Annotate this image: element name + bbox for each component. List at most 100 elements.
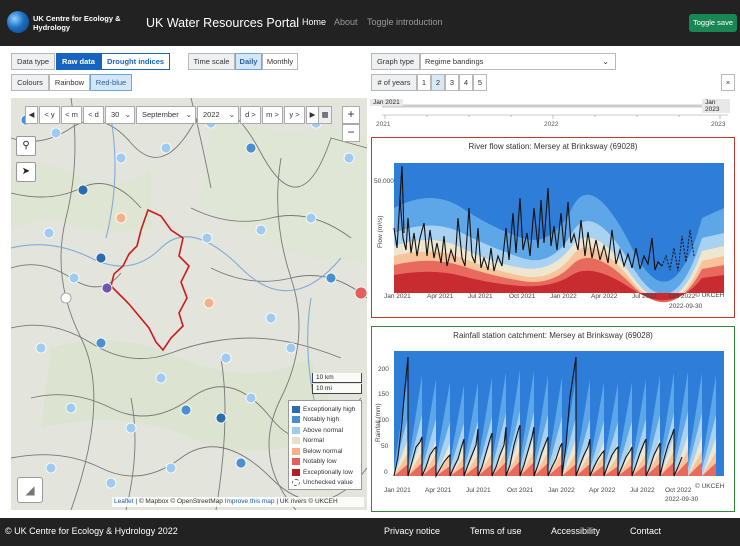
fwd-day-button[interactable]: d >: [240, 106, 261, 124]
legend-label: Normal: [303, 437, 324, 445]
rainbow-button[interactable]: Rainbow: [49, 74, 90, 91]
day-select[interactable]: 30 ⌄: [105, 106, 135, 124]
slider-start-label[interactable]: Jan 2021: [370, 99, 403, 106]
y-axis-label: Rainfall (mm): [375, 403, 382, 442]
years-option-4[interactable]: 4: [459, 74, 473, 91]
footer-link-accessibility[interactable]: Accessibility: [551, 526, 601, 536]
years-option-1[interactable]: 1: [417, 74, 431, 91]
slider-end-label[interactable]: Jan 2023: [702, 99, 730, 113]
ukceh-logo-icon[interactable]: [7, 11, 29, 33]
years-option-5[interactable]: 5: [473, 74, 487, 91]
legend-label: Unchecked value: [303, 479, 353, 487]
daily-button[interactable]: Daily: [235, 53, 262, 70]
footer-copyright: © UK Centre for Ecology & Hydrology 2022: [5, 526, 178, 536]
logo-text[interactable]: UK Centre for Ecology & Hydrology: [33, 14, 121, 32]
map-legend: Exceptionally high Notably high Above no…: [288, 400, 362, 490]
back-day-button[interactable]: < d: [83, 106, 104, 124]
footer-link-terms[interactable]: Terms of use: [470, 526, 522, 536]
legend-swatch: [292, 458, 300, 466]
nav-about[interactable]: About: [334, 17, 358, 27]
back-month-button[interactable]: < m: [61, 106, 82, 124]
nav-home[interactable]: Home: [302, 17, 327, 27]
chevron-down-icon: ⌄: [124, 110, 131, 119]
rain-chart-plot[interactable]: 0 50 100 150 200 Rainfall (mm) Jan 2021 …: [372, 327, 734, 511]
locate-icon[interactable]: ➤: [16, 162, 36, 182]
nav-toggle-introduction[interactable]: Toggle introduction: [367, 17, 443, 27]
red-blue-button[interactable]: Red-blue: [90, 74, 132, 91]
x-tick: Apr 2021: [427, 293, 454, 300]
drought-indices-button[interactable]: Drought indices: [101, 53, 170, 70]
back-year-button[interactable]: < y: [39, 106, 60, 124]
data-type-label: Data type: [11, 53, 55, 70]
x-tick: Jan 2021: [384, 293, 411, 300]
month-select[interactable]: September ⌄: [136, 106, 196, 124]
leaflet-link[interactable]: Leaflet: [114, 498, 134, 505]
legend-swatch: [292, 405, 300, 413]
scale-bar-mi: 10 mi: [312, 384, 362, 394]
x-tick: Jul 2022: [632, 293, 657, 300]
time-scale-label: Time scale: [188, 53, 235, 70]
graph-type-select[interactable]: Regime bandings ⌄: [420, 53, 616, 70]
toggle-save-button[interactable]: Toggle save: [689, 14, 737, 32]
slider-tick: 2022: [544, 121, 559, 128]
legend-label: Notably low: [303, 458, 337, 466]
legend-swatch: [292, 479, 300, 487]
slider-tick: 2023: [711, 121, 726, 128]
rainfall-chart: Rainfall station catchment: Mersey at Br…: [371, 326, 735, 512]
portal-title[interactable]: UK Water Resources Portal: [146, 16, 300, 30]
y-tick: 150: [378, 391, 389, 398]
raw-data-button[interactable]: Raw data: [56, 53, 101, 70]
close-button[interactable]: ×: [721, 74, 735, 91]
legend-item: Unchecked value: [292, 478, 358, 489]
day-value: 30: [111, 110, 120, 119]
graph-type-label: Graph type: [371, 53, 420, 70]
date-range-slider[interactable]: Jan 2021 Jan 2023 2021 2022 2023: [370, 98, 730, 128]
search-icon[interactable]: ⚲: [16, 136, 36, 156]
footer-link-contact[interactable]: Contact: [630, 526, 662, 536]
year-select[interactable]: 2022 ⌄: [197, 106, 239, 124]
fwd-month-button[interactable]: m >: [262, 106, 283, 124]
years-label: # of years: [371, 74, 417, 91]
legend-item: Below normal: [292, 446, 358, 457]
legend-swatch: [292, 416, 300, 424]
zoom-in-button[interactable]: +: [342, 106, 360, 124]
map-prev-icon[interactable]: ◀: [25, 106, 38, 124]
y-tick: 100: [378, 417, 389, 424]
legend-item: Normal: [292, 436, 358, 447]
legend-swatch: [292, 426, 300, 434]
chevron-down-icon: ⌄: [602, 57, 609, 66]
legend-label: Above normal: [303, 426, 344, 434]
calendar-icon[interactable]: ▦: [318, 106, 332, 124]
legend-item: Exceptionally high: [292, 404, 358, 415]
attribution-tail: | UK rivers © UKCEH: [276, 498, 338, 505]
slider-track[interactable]: [380, 98, 730, 128]
year-value: 2022: [203, 110, 220, 119]
footer-link-privacy[interactable]: Privacy notice: [384, 526, 441, 536]
x-tick: Oct 2022: [669, 293, 696, 300]
date-label: 2022-09-30: [665, 496, 699, 503]
river-flow-chart: River flow station: Mersey at Brinksway …: [371, 137, 735, 318]
river-chart-title: River flow station: Mersey at Brinksway …: [468, 142, 638, 151]
fwd-year-button[interactable]: y >: [284, 106, 305, 124]
x-tick: Apr 2021: [425, 487, 452, 494]
legend-label: Notably high: [303, 416, 340, 424]
monthly-button[interactable]: Monthly: [262, 53, 298, 70]
x-tick: Jul 2022: [630, 487, 655, 494]
x-tick: Jan 2022: [548, 487, 575, 494]
map-panel[interactable]: [11, 98, 367, 510]
years-option-2[interactable]: 2: [431, 74, 445, 91]
x-tick: Oct 2022: [665, 487, 692, 494]
attribution-text: | © Mapbox © OpenStreetMap: [135, 498, 223, 505]
legend-item: Above normal: [292, 425, 358, 436]
legend-label: Below normal: [303, 447, 343, 455]
zoom-out-button[interactable]: −: [342, 124, 360, 142]
layers-icon[interactable]: ◢: [17, 477, 43, 503]
scale-bar-km: 10 km: [312, 373, 362, 383]
footer: © UK Centre for Ecology & Hydrology 2022…: [0, 518, 740, 546]
y-axis-label: Flow (m³/s): [377, 216, 384, 249]
river-chart-plot[interactable]: Jan 2021 Apr 2021 Jul 2021 Oct 2021 Jan …: [372, 138, 734, 317]
chevron-down-icon: ⌄: [228, 110, 235, 119]
improve-map-link[interactable]: Improve this map: [224, 498, 275, 505]
years-option-3[interactable]: 3: [445, 74, 459, 91]
credit-label: © UKCEH: [695, 482, 725, 490]
